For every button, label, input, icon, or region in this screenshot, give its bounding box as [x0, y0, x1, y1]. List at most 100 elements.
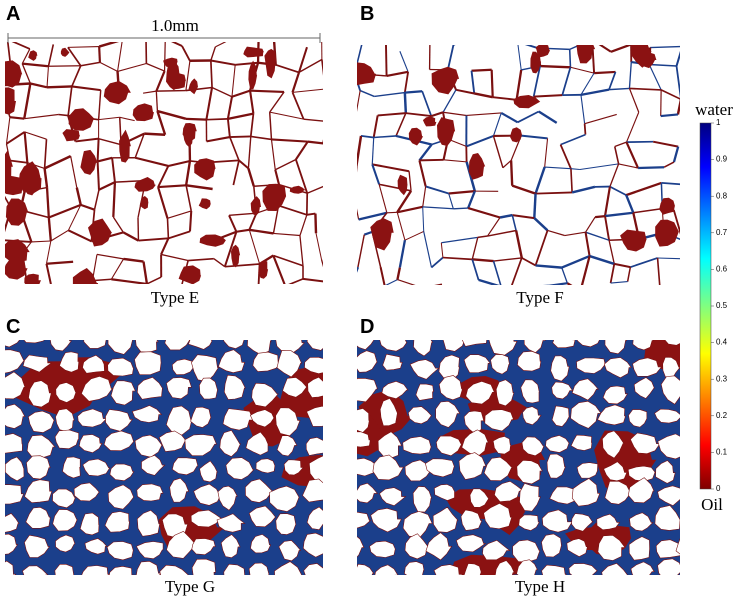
throat: [404, 231, 424, 241]
grain: [379, 487, 407, 507]
grain: [357, 377, 378, 403]
grain: [107, 340, 133, 355]
grain: [629, 512, 654, 532]
throat: [386, 211, 398, 214]
throat: [155, 70, 166, 92]
grain: [250, 534, 272, 554]
grain: [81, 565, 110, 575]
oil-blob: [264, 48, 277, 79]
throat: [517, 45, 522, 71]
grain: [248, 505, 277, 528]
throat: [561, 67, 572, 96]
throat: [232, 160, 240, 186]
throat: [681, 259, 687, 291]
grain: [73, 482, 100, 502]
throat: [357, 166, 358, 173]
throat: [613, 146, 620, 165]
panel-label: D: [360, 316, 374, 338]
throat: [535, 264, 562, 269]
oil-blob: [370, 218, 394, 251]
throat: [357, 135, 363, 167]
throat: [676, 99, 680, 115]
grain: [108, 565, 136, 575]
grain: [630, 561, 655, 575]
grain: [135, 340, 159, 353]
grain: [434, 484, 456, 501]
throat: [559, 144, 572, 170]
grain: [657, 485, 680, 507]
grain: [654, 505, 680, 531]
throat: [99, 61, 118, 72]
throat: [471, 237, 479, 260]
throat: [418, 143, 433, 162]
oil-blob: [178, 265, 202, 284]
grain: [632, 340, 655, 351]
throat: [142, 261, 149, 284]
throat: [231, 89, 251, 98]
throat: [269, 91, 285, 113]
throat: [564, 231, 586, 237]
oil-blob: [576, 45, 596, 64]
throat: [288, 278, 304, 284]
throat: [350, 286, 385, 288]
oil-blob: [5, 198, 29, 226]
grain: [306, 340, 323, 351]
grain: [369, 540, 396, 558]
grain: [24, 534, 51, 558]
colorbar-tick-label: 0.7: [716, 228, 728, 237]
throat: [211, 86, 233, 98]
oil-blob: [139, 196, 149, 210]
throat: [146, 276, 162, 284]
grain: [306, 506, 323, 531]
oil-blob: [194, 158, 216, 181]
throat: [43, 168, 49, 188]
throat: [434, 283, 443, 285]
grain: [141, 454, 166, 476]
throat: [443, 159, 467, 163]
throat: [111, 278, 148, 284]
throat: [589, 254, 615, 266]
grain: [165, 405, 193, 436]
grain: [566, 538, 588, 557]
throat: [97, 156, 113, 163]
grain: [675, 538, 680, 555]
throat: [229, 135, 251, 139]
grain: [324, 482, 356, 503]
throat: [168, 230, 191, 240]
grain: [275, 407, 301, 437]
grain: [191, 538, 216, 556]
oil-blob: [5, 239, 30, 263]
grain: [27, 410, 55, 433]
grain: [188, 340, 213, 350]
throat: [510, 257, 523, 285]
grain: [494, 480, 525, 503]
throat: [534, 230, 549, 266]
grain: [308, 455, 323, 484]
throat: [566, 282, 573, 285]
oil-blob: [262, 183, 287, 211]
throat: [47, 217, 53, 242]
throat: [70, 155, 78, 188]
grain: [483, 456, 514, 482]
grain: [461, 340, 488, 347]
throat: [119, 116, 135, 122]
throat: [134, 156, 169, 167]
oil-blob: [248, 60, 258, 90]
grain: [520, 379, 540, 404]
throat: [467, 207, 501, 219]
throat: [373, 135, 397, 139]
oil-blob: [630, 45, 652, 68]
grain: [251, 382, 279, 408]
oil-blob: [5, 256, 28, 280]
throat: [442, 89, 457, 113]
grain: [84, 538, 108, 555]
throat: [442, 256, 473, 261]
throat: [377, 112, 406, 117]
throat: [306, 212, 316, 216]
throat: [608, 240, 615, 265]
throat: [307, 140, 323, 145]
grain: [79, 512, 100, 536]
throat: [138, 237, 169, 242]
throat: [472, 258, 494, 263]
throat: [206, 118, 228, 121]
